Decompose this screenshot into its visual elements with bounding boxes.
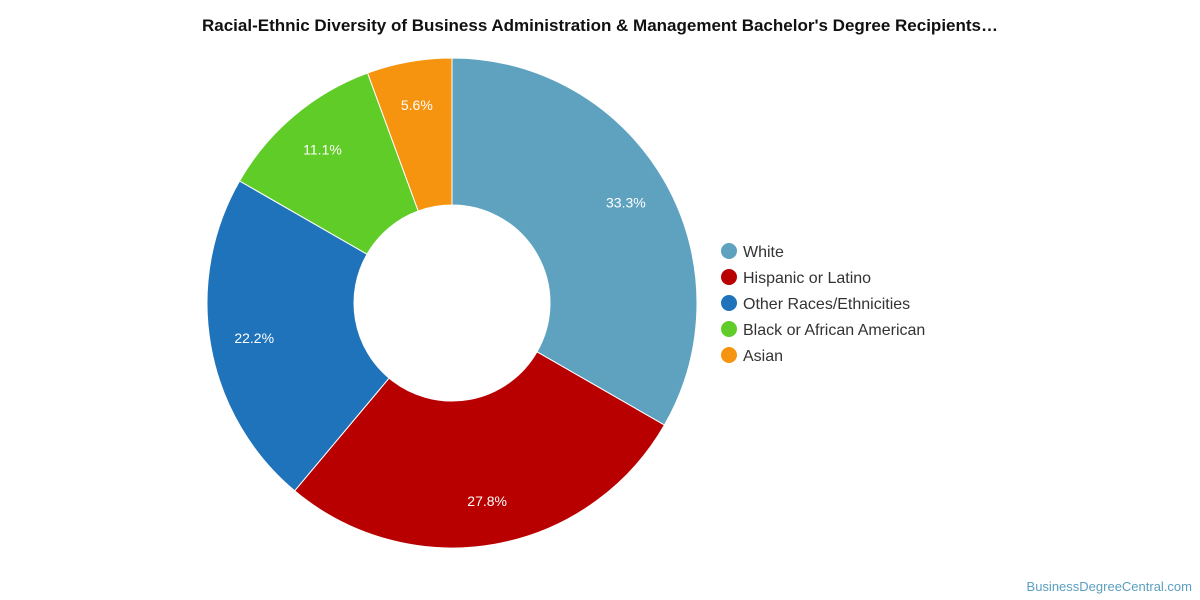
legend-label: Other Races/Ethnicities	[743, 296, 910, 313]
legend-swatch	[721, 347, 737, 363]
slice-white[interactable]	[451, 57, 698, 426]
slice-other-races-ethnicities[interactable]	[206, 180, 390, 492]
legend-swatch	[721, 295, 737, 311]
slice-label: 5.6%	[401, 97, 433, 113]
slice-asian[interactable]	[366, 57, 453, 212]
legend-swatch	[721, 269, 737, 285]
source-watermark[interactable]: BusinessDegreeCentral.com	[1026, 579, 1192, 594]
legend-item-hispanic-or-latino[interactable]: Hispanic or Latino	[721, 269, 871, 287]
legend-swatch	[721, 321, 737, 337]
slice-label: 11.1%	[303, 141, 342, 157]
legend-item-black-or-african-american[interactable]: Black or African American	[721, 321, 925, 339]
legend-label: Hispanic or Latino	[743, 270, 871, 287]
legend-label: Asian	[743, 348, 783, 365]
legend-label: Black or African American	[743, 322, 925, 339]
legend-label: White	[743, 244, 784, 261]
slice-black-or-african-american[interactable]	[238, 72, 419, 255]
slice-labels-group: 33.3% 27.8% 22.2% 11.1% 5.6%	[234, 97, 645, 509]
slice-label: 27.8%	[467, 493, 507, 509]
legend-swatch	[721, 243, 737, 259]
legend-item-asian[interactable]: Asian	[721, 347, 783, 365]
legend-item-other-races-ethnicities[interactable]: Other Races/Ethnicities	[721, 295, 910, 313]
slice-hispanic-or-latino[interactable]	[293, 351, 666, 549]
chart-title: Racial-Ethnic Diversity of Business Admi…	[201, 16, 998, 35]
slice-label: 22.2%	[234, 330, 274, 346]
slice-label: 33.3%	[606, 194, 646, 210]
legend: White Hispanic or Latino Other Races/Ethni…	[721, 243, 925, 365]
legend-item-white[interactable]: White	[721, 243, 784, 261]
slices-group	[206, 57, 698, 549]
